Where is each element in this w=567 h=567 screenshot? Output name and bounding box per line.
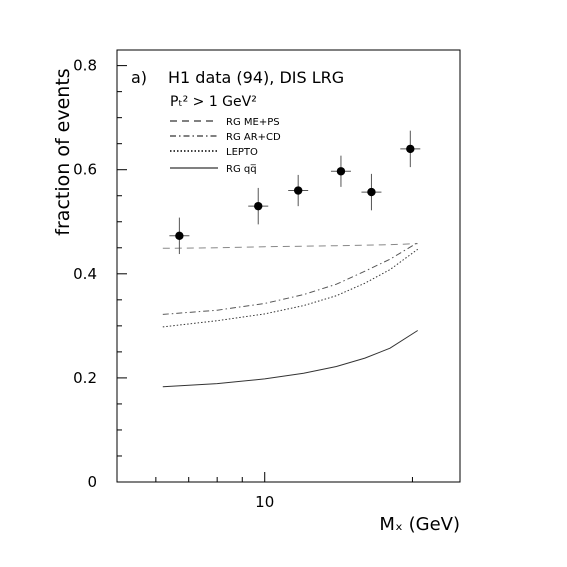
legend-label: LEPTO (226, 147, 258, 158)
data-point (406, 144, 415, 154)
legend-label: RG qq̅ (226, 164, 257, 175)
model-curves (162, 242, 418, 388)
y-tick-label: 0.6 (73, 161, 97, 179)
legend-label: RG AR+CD (226, 132, 281, 143)
cut-label: Pₜ² > 1 GeV² (170, 94, 257, 110)
data-point (367, 187, 376, 197)
annotation-text: H1 data (94), DIS LRG (168, 68, 344, 87)
legend: RG ME+PS RG AR+CD LEPTO RG qq̅ (170, 117, 281, 175)
curve-dashed (162, 243, 418, 249)
data-point (175, 231, 184, 241)
curve-dotted (162, 248, 418, 328)
y-tick-label: 0.2 (73, 369, 97, 387)
data-point (254, 201, 263, 211)
y-axis-ticks: 0 0.2 0.4 0.6 0.8 (73, 57, 127, 491)
curve-dashdot (162, 242, 418, 315)
y-tick-label: 0.4 (73, 265, 97, 283)
y-tick-label: 0 (87, 473, 97, 491)
x-tick-label: 10 (255, 493, 274, 511)
y-axis-label: fraction of events (52, 68, 74, 235)
panel-label: a) (131, 68, 147, 87)
y-tick-label: 0.8 (73, 57, 97, 75)
x-axis-ticks: 10 (155, 472, 413, 511)
legend-label: RG ME+PS (226, 117, 280, 128)
data-points (169, 130, 421, 255)
data-point (293, 186, 303, 195)
data-point (336, 167, 346, 176)
curve-solid (162, 330, 418, 388)
x-axis-label: Mₓ (GeV) (379, 514, 460, 535)
plot-frame (116, 49, 461, 483)
